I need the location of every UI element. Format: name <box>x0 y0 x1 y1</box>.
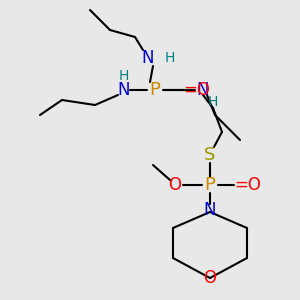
Text: P: P <box>150 81 160 99</box>
Text: O: O <box>169 176 182 194</box>
Text: N: N <box>118 81 130 99</box>
Text: O: O <box>203 269 217 287</box>
Text: N: N <box>204 201 216 219</box>
Text: S: S <box>204 146 216 164</box>
Text: P: P <box>205 176 215 194</box>
Text: H: H <box>165 51 175 65</box>
Text: =O: =O <box>235 176 261 194</box>
Text: N: N <box>197 81 209 99</box>
Text: H: H <box>119 69 129 83</box>
Text: N: N <box>142 49 154 67</box>
Text: =O: =O <box>184 81 210 99</box>
Text: H: H <box>208 95 218 109</box>
